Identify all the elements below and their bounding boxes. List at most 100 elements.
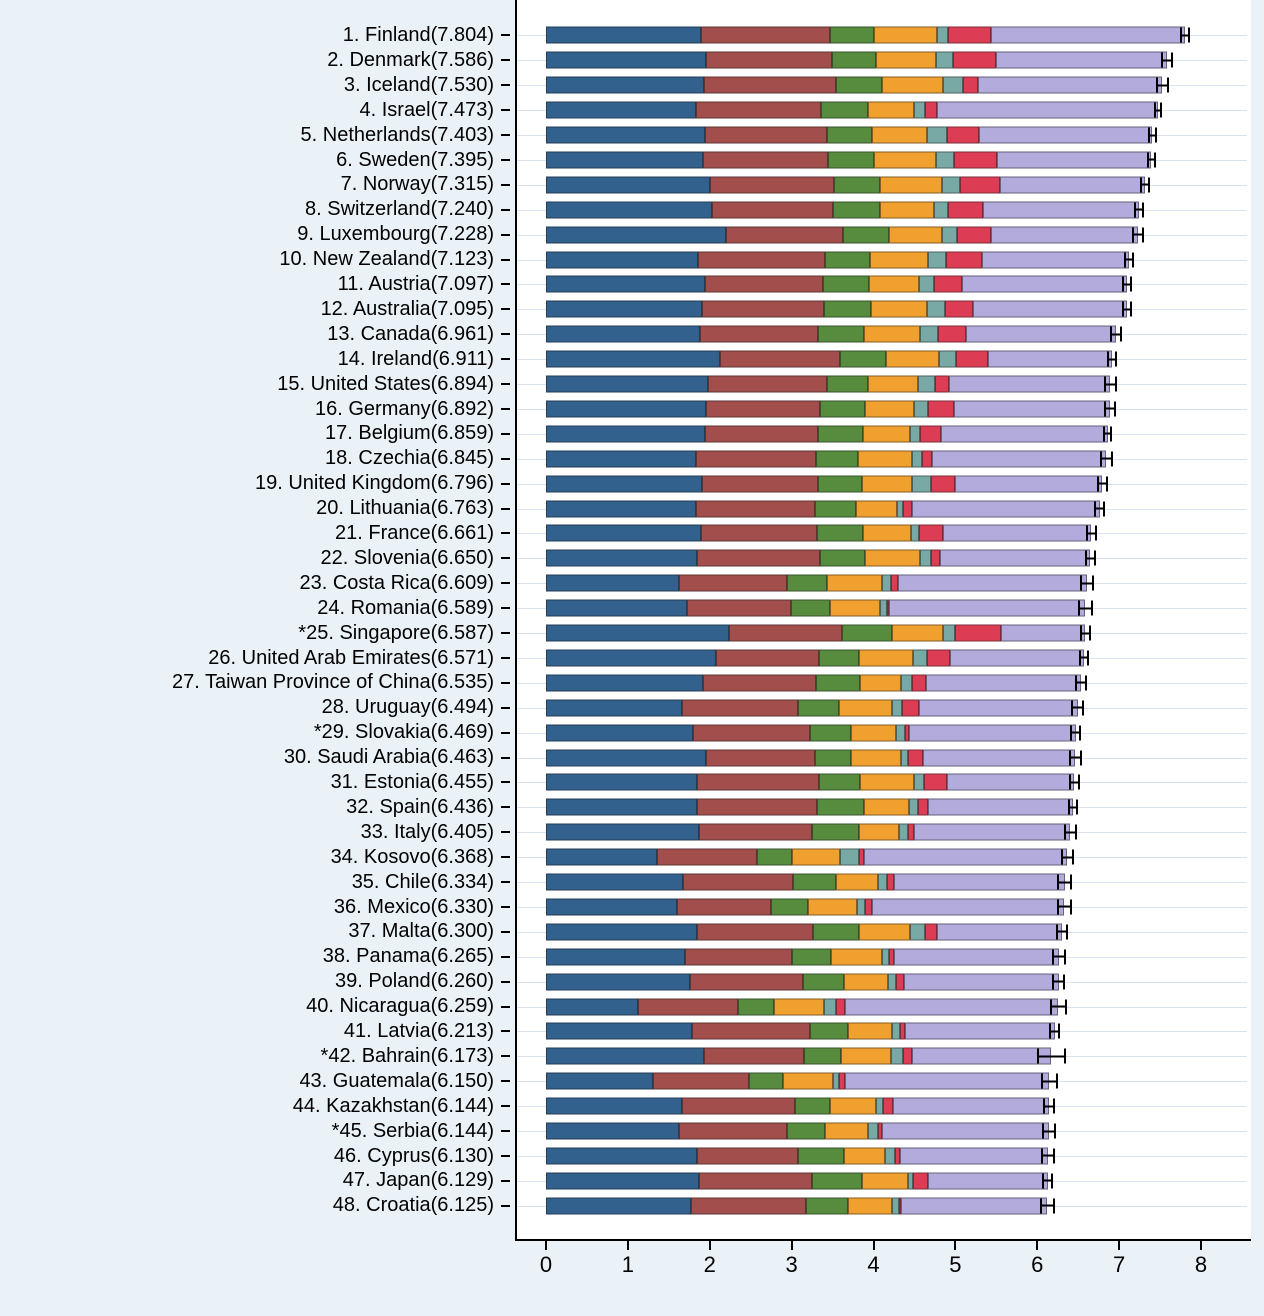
country-label: 32. Spain(6.436)	[346, 795, 494, 818]
y-tick	[501, 407, 510, 410]
y-tick	[501, 955, 510, 958]
country-label: 47. Japan(6.129)	[342, 1169, 494, 1192]
y-tick	[501, 457, 510, 460]
y-tick	[501, 258, 510, 261]
country-label: 23. Costa Rica(6.609)	[299, 571, 494, 594]
y-tick	[501, 308, 510, 311]
x-tick	[790, 1241, 793, 1250]
country-label: 43. Guatemala(6.150)	[299, 1069, 494, 1092]
y-tick	[501, 1080, 510, 1083]
country-label: *29. Slovakia(6.469)	[313, 721, 494, 744]
country-label: 31. Estonia(6.455)	[330, 771, 494, 793]
country-label: 13. Canada(6.961)	[327, 322, 494, 345]
x-tick	[954, 1241, 957, 1250]
country-label: 40. Nicaragua(6.259)	[306, 995, 494, 1018]
country-label: 28. Uruguay(6.494)	[321, 696, 494, 719]
y-tick	[501, 557, 510, 560]
country-label: 27. Taiwan Province of China(6.535)	[171, 671, 494, 694]
y-tick	[501, 731, 510, 734]
country-label: 11. Austria(7.097)	[337, 273, 494, 295]
x-tick	[1118, 1241, 1121, 1250]
x-tick-label: 7	[1113, 1252, 1126, 1277]
country-label: 41. Latvia(6.213)	[343, 1020, 494, 1042]
x-tick	[626, 1241, 629, 1250]
y-tick	[501, 930, 510, 933]
y-tick	[501, 59, 510, 62]
y-tick	[501, 632, 510, 635]
plot-area	[515, 0, 1251, 1241]
y-tick	[501, 681, 510, 684]
y-tick	[501, 1005, 510, 1008]
x-tick	[872, 1241, 875, 1250]
country-label: 35. Chile(6.334)	[351, 870, 494, 893]
country-label: 30. Saudi Arabia(6.463)	[283, 746, 494, 769]
y-tick	[501, 34, 510, 37]
y-tick	[501, 607, 510, 610]
y-tick	[501, 134, 510, 137]
country-label: 33. Italy(6.405)	[360, 820, 494, 843]
x-tick-label: 8	[1194, 1252, 1208, 1277]
country-label: 38. Panama(6.265)	[322, 945, 494, 968]
y-tick	[501, 1204, 510, 1207]
country-label: 4. Israel(7.473)	[359, 98, 494, 121]
y-tick	[501, 1130, 510, 1133]
country-label: 19. United Kingdom(6.796)	[254, 472, 494, 495]
y-tick	[501, 831, 510, 834]
x-tick-label: 4	[867, 1252, 880, 1277]
y-tick	[501, 158, 510, 161]
country-label: 46. Cyprus(6.130)	[333, 1144, 494, 1167]
y-tick	[501, 1179, 510, 1182]
x-tick-label: 1	[621, 1252, 634, 1277]
country-label: 22. Slovenia(6.650)	[320, 546, 494, 569]
country-label: 15. United States(6.894)	[277, 372, 494, 395]
country-label: 36. Mexico(6.330)	[333, 895, 494, 918]
y-tick	[501, 333, 510, 336]
x-tick	[1036, 1241, 1039, 1250]
y-tick	[501, 881, 510, 884]
country-label: 6. Sweden(7.395)	[336, 148, 494, 171]
country-label: 1. Finland(7.804)	[342, 24, 494, 46]
x-tick-label: 0	[539, 1252, 553, 1277]
y-tick	[501, 1105, 510, 1108]
country-label: 48. Croatia(6.125)	[332, 1194, 494, 1217]
country-label: 39. Poland(6.260)	[334, 970, 494, 993]
y-tick	[501, 183, 510, 186]
country-label: 12. Australia(7.095)	[320, 297, 494, 320]
y-tick	[501, 507, 510, 510]
country-label: 3. Iceland(7.530)	[343, 73, 494, 96]
country-label: 20. Lithuania(6.763)	[316, 497, 494, 520]
country-label: 37. Malta(6.300)	[348, 920, 494, 943]
x-tick-label: 5	[949, 1252, 962, 1277]
y-tick	[501, 482, 510, 485]
country-label: *25. Singapore(6.587)	[298, 621, 494, 644]
x-tick-label: 3	[785, 1252, 798, 1277]
y-tick	[501, 109, 510, 112]
y-tick	[501, 1030, 510, 1033]
y-tick	[501, 781, 510, 784]
y-tick	[501, 806, 510, 809]
country-label: 24. Romania(6.589)	[317, 596, 494, 619]
y-tick	[501, 283, 510, 286]
country-label: 26. United Arab Emirates(6.571)	[208, 646, 494, 669]
country-label: 2. Denmark(7.586)	[327, 48, 494, 71]
y-tick	[501, 358, 510, 361]
y-tick	[501, 582, 510, 585]
y-tick	[501, 84, 510, 87]
country-label: 10. New Zealand(7.123)	[279, 248, 494, 271]
x-tick	[1200, 1241, 1202, 1250]
y-tick	[501, 208, 510, 211]
x-tick-label: 6	[1031, 1252, 1044, 1277]
y-tick	[501, 706, 510, 709]
y-tick	[501, 532, 510, 535]
country-label: 9. Luxembourg(7.228)	[297, 223, 494, 246]
country-label: 17. Belgium(6.859)	[325, 422, 494, 445]
country-label: 34. Kosovo(6.368)	[330, 845, 494, 868]
x-tick-label: 2	[703, 1252, 716, 1277]
y-tick	[501, 980, 510, 983]
y-tick	[501, 756, 510, 759]
country-label: 44. Kazakhstan(6.144)	[292, 1094, 494, 1117]
country-label: 5. Netherlands(7.403)	[300, 123, 494, 146]
x-tick	[708, 1241, 711, 1250]
y-tick	[501, 905, 510, 908]
